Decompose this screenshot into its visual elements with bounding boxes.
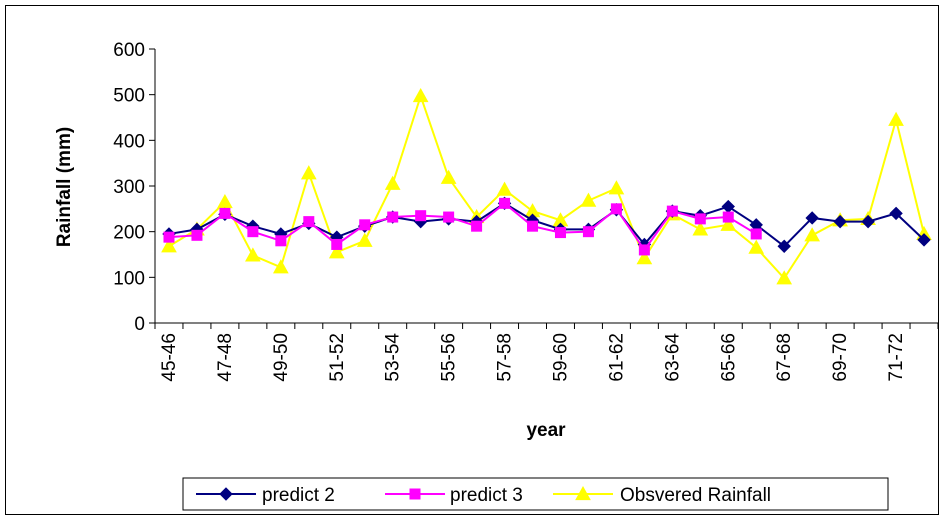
x-tick-label: 53-54 — [383, 333, 404, 382]
x-tick-label: 65-66 — [718, 333, 739, 382]
x-tick-label: 47-48 — [215, 333, 236, 382]
series-predict-3 — [163, 197, 762, 256]
legend-swatch-marker — [409, 488, 421, 500]
data-point — [750, 228, 762, 240]
y-tick-label: 300 — [113, 177, 145, 198]
x-tick-label: 45-46 — [159, 333, 180, 382]
data-point — [580, 192, 597, 207]
series-line — [168, 202, 757, 252]
data-point — [356, 232, 373, 247]
legend-label: predict 2 — [262, 485, 335, 506]
data-point — [636, 250, 653, 265]
data-point — [833, 214, 847, 229]
data-point — [328, 244, 345, 259]
data-point — [272, 259, 289, 274]
data-point — [247, 226, 259, 238]
data-point — [300, 165, 317, 180]
data-point — [359, 219, 371, 231]
legend-box — [182, 477, 889, 511]
y-tick-label: 400 — [113, 131, 145, 152]
data-point — [748, 239, 765, 254]
data-point — [527, 220, 539, 232]
data-point — [161, 238, 177, 253]
data-point — [917, 233, 931, 247]
y-tick-label: 100 — [113, 268, 145, 289]
data-point — [219, 207, 231, 219]
data-point — [191, 229, 203, 241]
data-point — [804, 227, 821, 242]
y-tick-label: 0 — [134, 314, 145, 335]
legend-label: predict 3 — [450, 485, 523, 506]
series-obsvered-rainfall — [161, 88, 932, 285]
x-tick-label: 57-58 — [495, 333, 516, 382]
data-point — [443, 211, 455, 223]
y-tick-label: 600 — [113, 40, 145, 61]
data-point — [496, 181, 513, 196]
data-point — [694, 213, 706, 225]
data-point — [384, 175, 401, 190]
data-point — [582, 226, 594, 238]
legend-label: Obsvered Rainfall — [620, 485, 771, 506]
x-tick-label: 63-64 — [662, 333, 683, 382]
y-axis-title: Rainfall (mm) — [54, 127, 75, 247]
data-point — [861, 214, 875, 229]
axes: 0 100 200 300 400 500 600 45-46 47-48 49-50 51-52 5… — [113, 40, 939, 382]
data-point — [412, 88, 429, 103]
data-point — [720, 216, 737, 231]
data-point — [331, 238, 343, 250]
legend: predict 2 predict 3 Obsvered Rainfall — [182, 477, 889, 511]
data-point — [303, 216, 315, 228]
data-point — [163, 231, 175, 243]
series-line — [168, 202, 925, 248]
data-point — [777, 239, 791, 253]
series-layer — [161, 88, 932, 285]
chart-frame — [5, 5, 939, 515]
x-tick-label: 49-50 — [271, 333, 292, 382]
data-point — [554, 227, 566, 239]
data-point — [245, 247, 261, 262]
data-point — [440, 169, 457, 184]
data-point — [471, 220, 483, 232]
y-tick-label: 200 — [113, 223, 145, 244]
x-tick-label: 71-72 — [886, 333, 907, 382]
series-line — [168, 92, 925, 280]
x-tick-label: 55-56 — [439, 333, 460, 382]
x-tick-label: 51-52 — [327, 333, 348, 382]
x-tick-label: 67-68 — [774, 333, 795, 382]
data-point — [275, 235, 287, 247]
data-point — [499, 197, 511, 209]
data-point — [638, 244, 650, 256]
x-axis-title: year — [526, 420, 566, 441]
data-point — [722, 211, 734, 223]
data-point — [888, 111, 904, 126]
data-point — [217, 193, 233, 209]
x-tick-label: 61-62 — [606, 333, 627, 382]
data-point — [666, 205, 678, 217]
data-point — [415, 210, 427, 222]
data-point — [889, 206, 903, 221]
legend-entry: predict 3 — [385, 485, 523, 506]
data-point — [610, 203, 622, 215]
data-point — [387, 211, 399, 223]
legend-entry: predict 2 — [196, 485, 335, 506]
x-tick-label: 69-70 — [830, 333, 851, 382]
data-point — [805, 211, 819, 225]
data-point — [721, 199, 735, 214]
data-point — [776, 270, 793, 285]
legend-entry: Obsvered Rainfall — [553, 485, 771, 506]
data-point — [608, 180, 625, 195]
x-tick-label: 59-60 — [550, 333, 571, 382]
data-point — [692, 221, 709, 236]
legend-swatch-marker — [219, 487, 233, 501]
y-tick-label: 500 — [113, 86, 145, 107]
legend-swatch-marker — [575, 485, 591, 501]
